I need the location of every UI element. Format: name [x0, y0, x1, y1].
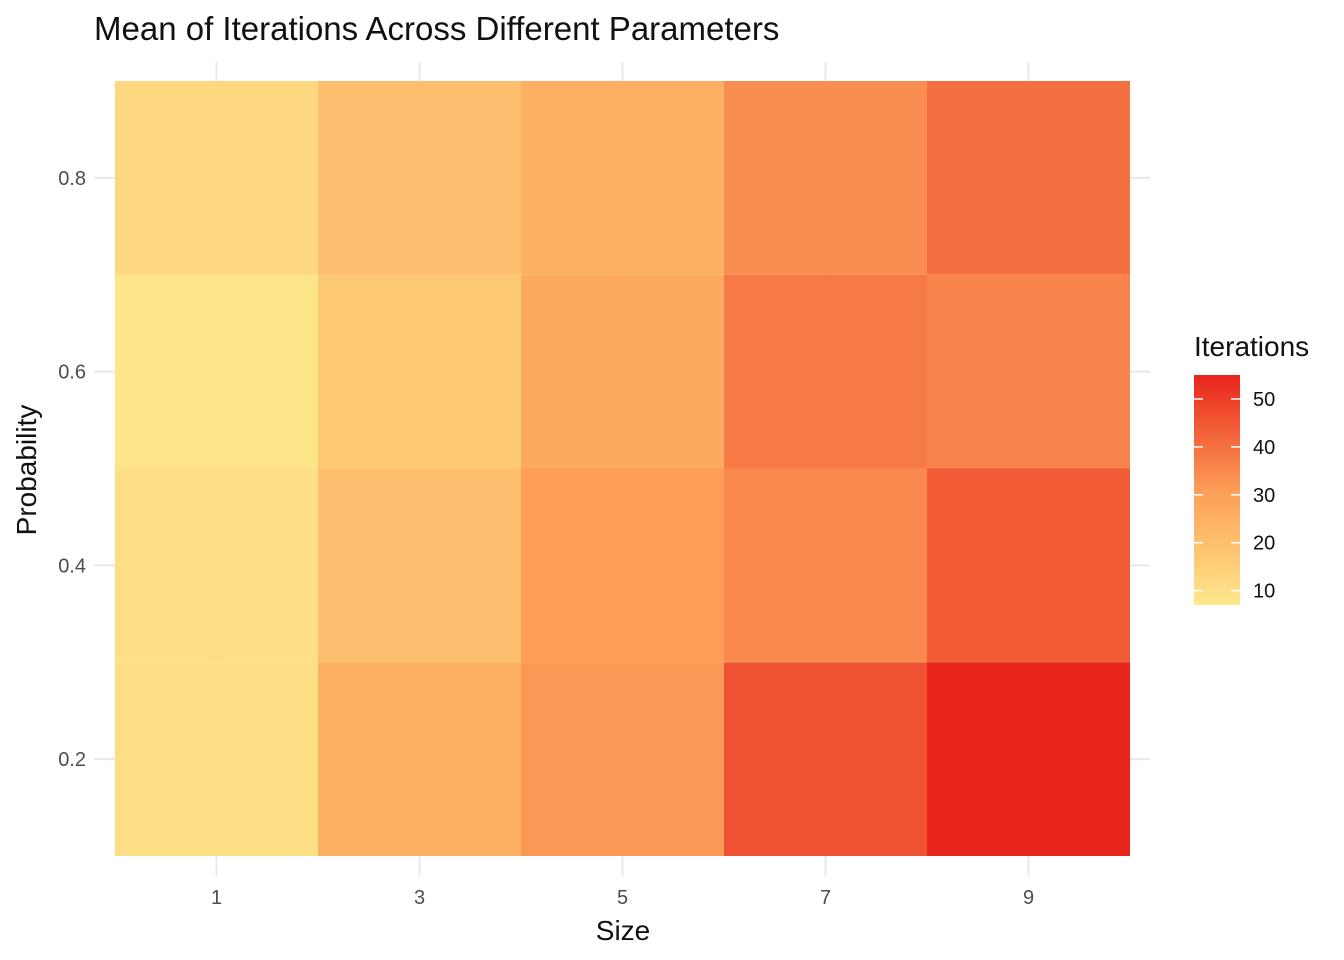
legend: Iterations 10 20 30 40 50	[1194, 331, 1309, 605]
y-tick-label-3: 0.8	[58, 168, 86, 190]
heatmap-cell-3-1	[318, 81, 521, 275]
heatmap-cell-2-0	[115, 274, 318, 469]
legend-tick-label-0: 10	[1253, 581, 1275, 603]
x-tick-label-3: 7	[820, 887, 831, 909]
heatmap-cell-3-2	[521, 81, 724, 275]
y-tick-label-1: 0.4	[58, 555, 86, 577]
heatmap-cell-2-4	[927, 274, 1130, 469]
x-ticks-layer: 1 3 5 7 9	[211, 887, 1034, 909]
cells-layer	[115, 81, 1130, 856]
y-tick-label-2: 0.6	[58, 362, 86, 384]
heatmap-cell-1-1	[318, 468, 521, 663]
heatmap-cell-1-3	[724, 468, 927, 663]
legend-title: Iterations	[1194, 331, 1309, 362]
heatmap-cell-0-2	[521, 662, 724, 856]
heatmap-cell-3-0	[115, 81, 318, 275]
heatmap-cell-3-4	[927, 81, 1130, 275]
heatmap-cell-0-0	[115, 662, 318, 856]
y-tick-label-0: 0.2	[58, 749, 86, 771]
heatmap-cell-0-1	[318, 662, 521, 856]
heatmap-cell-3-3	[724, 81, 927, 275]
x-axis-title: Size	[596, 915, 650, 946]
heatmap-cell-0-3	[724, 662, 927, 856]
legend-tick-label-2: 30	[1253, 485, 1275, 507]
legend-color-bar	[1194, 375, 1240, 605]
heatmap-cell-1-0	[115, 468, 318, 663]
heatmap-cell-2-2	[521, 274, 724, 469]
chart-title: Mean of Iterations Across Different Para…	[94, 10, 779, 47]
x-tick-label-1: 3	[414, 887, 425, 909]
x-tick-label-2: 5	[617, 887, 628, 909]
heatmap-cell-2-1	[318, 274, 521, 469]
legend-tick-label-1: 20	[1253, 533, 1275, 555]
x-tick-label-0: 1	[211, 887, 222, 909]
heatmap-cell-1-2	[521, 468, 724, 663]
x-tick-label-4: 9	[1023, 887, 1034, 909]
heatmap-cell-2-3	[724, 274, 927, 469]
heatmap-cell-0-4	[927, 662, 1130, 856]
heatmap-cell-1-4	[927, 468, 1130, 663]
legend-tick-label-3: 40	[1253, 437, 1275, 459]
y-ticks-layer: 0.2 0.4 0.6 0.8	[58, 168, 86, 771]
y-axis-title: Probability	[11, 405, 42, 536]
legend-tick-label-4: 50	[1253, 389, 1275, 411]
